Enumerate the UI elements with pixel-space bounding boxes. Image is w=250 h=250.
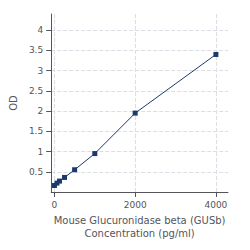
svg-text:0: 0 [52,200,58,210]
svg-text:3.5: 3.5 [29,45,43,55]
svg-text:4000: 4000 [204,200,227,210]
svg-text:Concentration (pg/ml): Concentration (pg/ml) [84,228,194,239]
svg-text:2000: 2000 [124,200,147,210]
svg-text:2: 2 [37,106,43,116]
svg-text:1.5: 1.5 [29,126,43,136]
svg-text:4: 4 [37,25,43,35]
svg-text:0.5: 0.5 [29,167,43,177]
svg-text:Mouse Glucuronidase beta (GUSb: Mouse Glucuronidase beta (GUSb) [54,215,226,226]
svg-text:3: 3 [37,66,43,76]
svg-text:2.5: 2.5 [29,86,43,96]
svg-text:OD: OD [8,95,19,111]
svg-text:1: 1 [37,147,43,157]
